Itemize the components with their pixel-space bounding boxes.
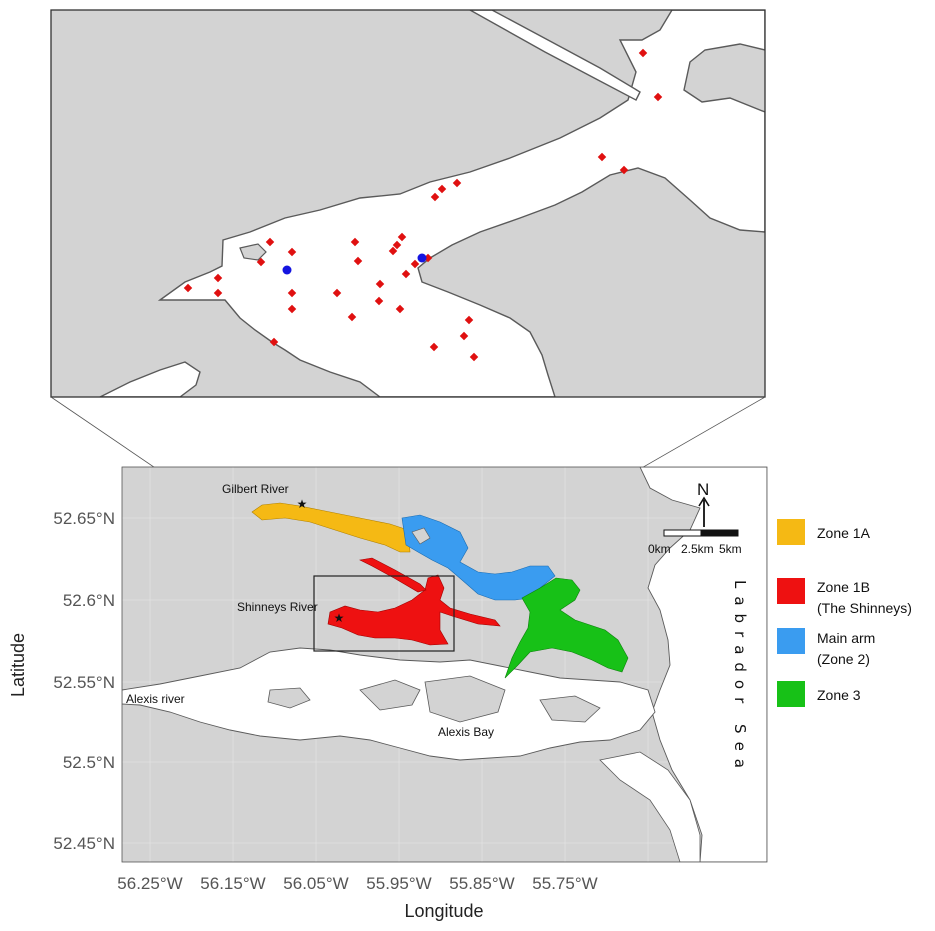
x-tick: 56.05°W [283, 874, 348, 893]
zone-3-area [504, 577, 629, 679]
inset-water [157, 10, 765, 397]
zone-1b-area [327, 574, 501, 646]
legend-label-main-arm: Main arm [817, 630, 875, 646]
sampling-site-red [287, 247, 297, 257]
north-arrow: N [697, 480, 710, 527]
sampling-site-red [183, 283, 193, 293]
labrador-sea-label: Labrador Sea [731, 580, 749, 776]
scale-label-1: 2.5km [681, 542, 714, 556]
sampling-site-red [375, 279, 385, 289]
main-arm-island [411, 527, 431, 545]
sampling-site-red [213, 288, 223, 298]
inset-inlet [99, 361, 201, 397]
sampling-site-red [265, 237, 275, 247]
x-tick: 55.75°W [532, 874, 597, 893]
legend: Zone 1A Zone 1B (The Shinneys) Main arm … [777, 519, 912, 707]
sampling-site-red [347, 312, 357, 322]
scale-label-0: 0km [648, 542, 671, 556]
sampling-site-red [464, 315, 474, 325]
scale-bar: 0km 2.5km 5km [648, 529, 742, 556]
sampling-site-red [392, 240, 402, 250]
sampling-site-red [332, 288, 342, 298]
y-axis: 52.65°N 52.6°N 52.55°N 52.5°N 52.45°N La… [8, 509, 115, 853]
sampling-site-red [410, 259, 420, 269]
sampling-site-red [388, 246, 398, 256]
sampling-site-red [469, 352, 479, 362]
sampling-site-red [350, 237, 360, 247]
zone-1b-channel [359, 557, 427, 593]
sampling-site-red [287, 304, 297, 314]
y-tick: 52.55°N [53, 673, 115, 692]
y-tick: 52.65°N [53, 509, 115, 528]
zoom-box [313, 575, 455, 652]
sampling-site-red [452, 178, 462, 188]
shinneys-river-marker: ★ [334, 611, 345, 625]
legend-swatch-main-arm [777, 628, 805, 654]
sampling-site-red [353, 256, 363, 266]
zone-2-area [401, 514, 556, 601]
north-label: N [697, 480, 709, 499]
sampling-site-red [395, 304, 405, 314]
inset-channel [468, 10, 641, 101]
sampling-site-red [397, 232, 407, 242]
legend-swatch-zone-3 [777, 681, 805, 707]
bay-island-4 [267, 687, 311, 709]
bay-island-3 [539, 695, 601, 723]
shinneys-river-label: Shinneys River [237, 600, 318, 614]
sampling-site-red [437, 184, 447, 194]
sampling-site-red [401, 269, 411, 279]
inset-island [239, 243, 267, 261]
sampling-site-red [429, 342, 439, 352]
alexis-bay-label: Alexis Bay [438, 725, 494, 739]
legend-label-zone-1a: Zone 1A [817, 525, 871, 541]
legend-label-zone-1b: Zone 1B [817, 579, 870, 595]
x-tick: 56.25°W [117, 874, 182, 893]
legend-label-main-arm-sub: (Zone 2) [817, 651, 870, 667]
labrador-sea-water [639, 467, 767, 862]
sampling-site-blue [282, 265, 292, 275]
y-tick: 52.6°N [63, 591, 115, 610]
y-tick: 52.45°N [53, 834, 115, 853]
x-axis-title: Longitude [404, 901, 483, 921]
x-tick: 56.15°W [200, 874, 265, 893]
gilbert-river-marker: ★ [297, 497, 308, 511]
sampling-site-red [269, 337, 279, 347]
y-axis-title: Latitude [8, 633, 28, 697]
x-axis: 56.25°W 56.15°W 56.05°W 55.95°W 55.85°W … [117, 874, 597, 921]
legend-swatch-zone-1b [777, 578, 805, 604]
inset-frame [50, 9, 766, 398]
main-frame [121, 466, 768, 863]
coastal-water [599, 751, 701, 862]
bay-island-1 [359, 679, 421, 711]
scale-label-2: 5km [719, 542, 742, 556]
gilbert-river-label: Gilbert River [222, 482, 289, 496]
bay-island-2 [424, 675, 506, 723]
sampling-site-red [374, 296, 384, 306]
legend-swatch-zone-1a [777, 519, 805, 545]
sampling-site-red [256, 257, 266, 267]
x-tick: 55.95°W [366, 874, 431, 893]
x-tick: 55.85°W [449, 874, 514, 893]
y-tick: 52.5°N [63, 753, 115, 772]
legend-label-zone-1b-sub: (The Shinneys) [817, 600, 912, 616]
sampling-site-red [430, 192, 440, 202]
sampling-site-blue [417, 253, 427, 263]
main-map: ★ Gilbert River ★ Shinneys River Alexis … [121, 466, 768, 863]
legend-label-zone-3: Zone 3 [817, 687, 861, 703]
sampling-site-red [459, 331, 469, 341]
alexis-river-label: Alexis river [126, 692, 185, 706]
sampling-site-red [213, 273, 223, 283]
sampling-site-red [287, 288, 297, 298]
inset-map [50, 9, 766, 398]
